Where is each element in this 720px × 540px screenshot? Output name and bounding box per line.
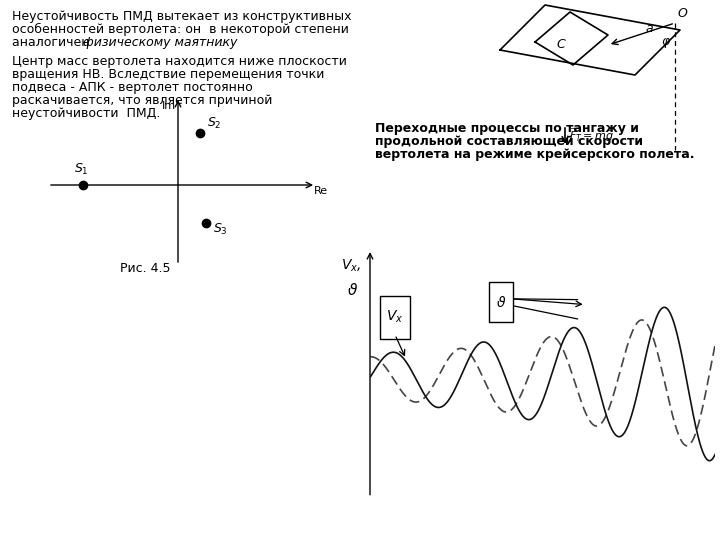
Text: C: C	[556, 38, 564, 51]
Text: Re: Re	[314, 186, 328, 196]
Text: Im: Im	[162, 101, 176, 111]
Text: неустойчивости  ПМД.: неустойчивости ПМД.	[12, 107, 161, 120]
Text: особенностей вертолета: он  в некоторой степени: особенностей вертолета: он в некоторой с…	[12, 23, 349, 36]
Text: $V_x$,: $V_x$,	[341, 258, 361, 274]
Text: $\vec{F}_T = m\vec{g}$: $\vec{F}_T = m\vec{g}$	[569, 126, 613, 144]
Text: вращения НВ. Вследствие перемещения точки: вращения НВ. Вследствие перемещения точк…	[12, 68, 325, 81]
Text: вертолета на режиме крейсерского полета.: вертолета на режиме крейсерского полета.	[375, 148, 695, 161]
Text: раскачивается, что является причиной: раскачивается, что является причиной	[12, 94, 272, 107]
Text: продольной составляющей скорости: продольной составляющей скорости	[375, 135, 643, 148]
Text: a: a	[645, 22, 652, 35]
Text: Рис. 4.6: Рис. 4.6	[480, 488, 531, 501]
Text: $\vartheta$: $\vartheta$	[496, 295, 506, 309]
Text: Рис. 4.5: Рис. 4.5	[120, 262, 171, 275]
Text: Центр масс вертолета находится ниже плоскости: Центр масс вертолета находится ниже плос…	[12, 55, 347, 68]
Text: $\vartheta$: $\vartheta$	[347, 282, 358, 298]
Text: $V_x$: $V_x$	[387, 309, 404, 325]
Text: Неустойчивость ПМД вытекает из конструктивных: Неустойчивость ПМД вытекает из конструкт…	[12, 10, 351, 23]
Text: $S_3$: $S_3$	[212, 222, 228, 237]
Text: аналогичен: аналогичен	[12, 36, 94, 49]
Text: $S_1$: $S_1$	[73, 162, 89, 177]
FancyBboxPatch shape	[380, 295, 410, 339]
Text: физическому маятнику: физическому маятнику	[83, 36, 238, 49]
Text: подвеса - АПК - вертолет постоянно: подвеса - АПК - вертолет постоянно	[12, 81, 253, 94]
Text: O: O	[678, 7, 688, 20]
Text: $S_2$: $S_2$	[207, 116, 221, 131]
Text: Переходные процессы по тангажу и: Переходные процессы по тангажу и	[375, 122, 639, 135]
FancyBboxPatch shape	[489, 282, 513, 322]
Text: .: .	[220, 36, 224, 49]
Text: φ: φ	[661, 35, 670, 48]
